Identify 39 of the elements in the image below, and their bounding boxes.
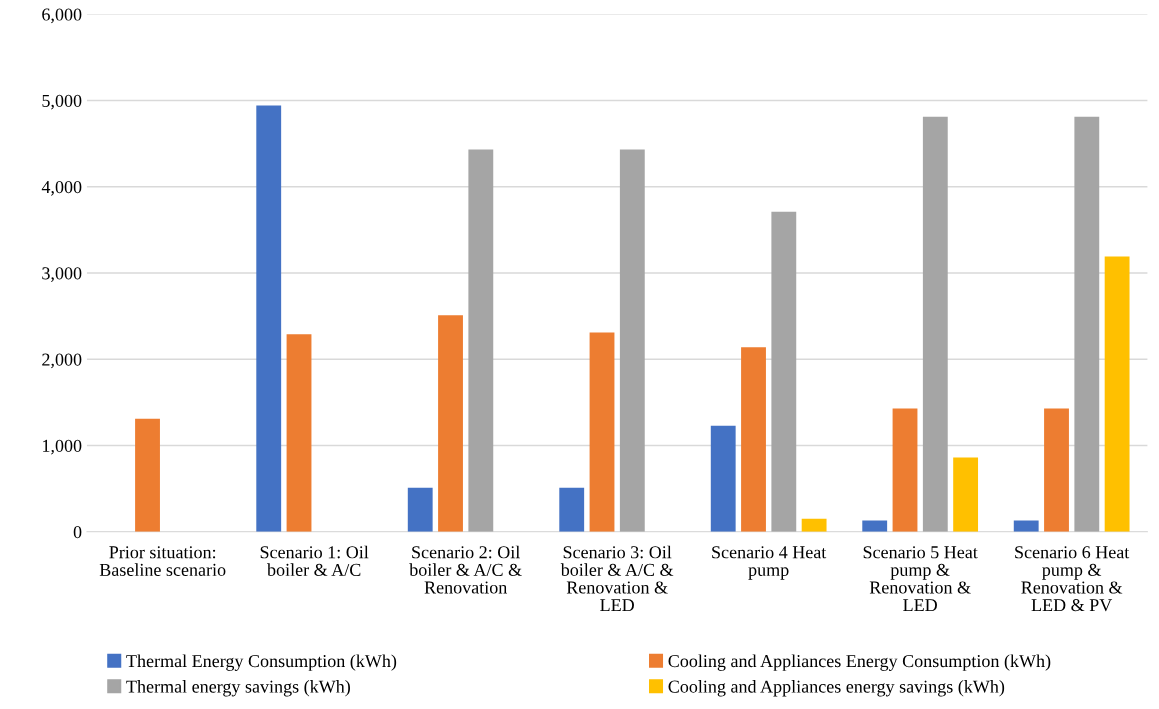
bar [862,520,888,532]
bar [407,487,433,532]
y-tick-label: 4,000 [41,180,82,196]
bar [438,315,463,532]
bar [801,518,827,532]
legend-label: Cooling and Appliances Energy Consumption (kWh) [668,654,1051,671]
y-tick-label: 5,000 [42,94,82,110]
bar [771,211,797,532]
bar [135,418,160,532]
x-tick-label: Prior situation: Baseline scenario [99,546,226,576]
x-tick-label: Scenario 1: Oil boiler & A/C [260,545,369,576]
x-tick-label: Scenario 6 Heat pump & Renovation & LED & PV [1015,546,1130,612]
bar [1104,256,1130,532]
legend-label: Thermal Energy Consumption (kWh) [126,654,397,671]
legend-label: Thermal energy savings (kWh) [126,680,350,697]
bar [892,408,918,532]
bar [1074,116,1100,532]
bar [559,487,585,532]
x-tick-label: Scenario 2: Oil boiler & A/C & Renovation [409,545,522,594]
bar [589,332,615,532]
y-tick-label: 2,000 [42,353,82,369]
x-tick-label: Scenario 4 Heat pump [712,546,827,580]
y-tick-label: 6,000 [42,8,82,24]
bar [256,105,282,532]
bar [619,149,645,532]
bar [710,425,736,532]
y-tick-label: 1,000 [43,439,82,455]
x-tick-label: Scenario 5 Heat pump & Renovation & LED [863,546,978,612]
x-tick-label: Scenario 3: Oil boiler & A/C & Renovation & LED [560,545,674,612]
bar [741,347,766,532]
legend-label: Cooling and Appliances energy savings (kWh) [668,680,1005,697]
bar [468,149,494,532]
bar [953,457,979,532]
bar [286,334,312,532]
y-tick-label: 3,000 [42,267,82,283]
bar [1044,408,1069,532]
bar [1013,520,1039,532]
y-tick-label: 0 [73,526,82,539]
bar [922,116,948,532]
